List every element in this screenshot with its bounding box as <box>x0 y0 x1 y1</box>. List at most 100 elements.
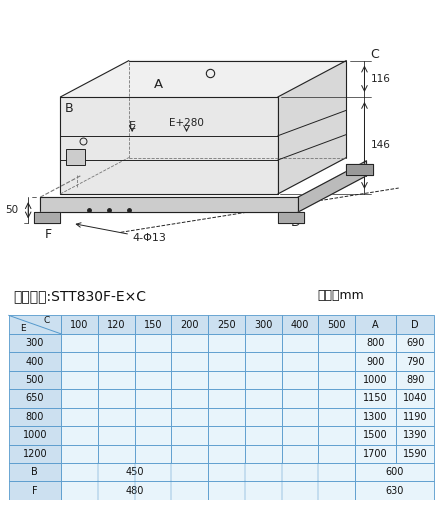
Bar <box>319 334 355 352</box>
Bar <box>208 315 245 334</box>
Bar <box>135 352 171 371</box>
Text: A: A <box>372 320 379 330</box>
Bar <box>245 408 282 426</box>
Text: 200: 200 <box>180 320 199 330</box>
Bar <box>135 389 171 408</box>
Bar <box>208 426 245 444</box>
Bar <box>61 444 98 463</box>
Bar <box>98 334 135 352</box>
Bar <box>355 426 396 444</box>
Bar <box>9 371 61 389</box>
Text: 120: 120 <box>107 320 125 330</box>
Text: E: E <box>20 324 26 333</box>
Text: 1500: 1500 <box>363 430 388 440</box>
Bar <box>208 389 245 408</box>
Text: 150: 150 <box>144 320 162 330</box>
Bar <box>61 334 98 352</box>
Bar <box>98 352 135 371</box>
Bar <box>355 315 396 334</box>
Text: A: A <box>154 78 163 91</box>
Text: 1150: 1150 <box>363 393 388 403</box>
Text: C: C <box>370 48 379 61</box>
Text: 500: 500 <box>26 375 44 385</box>
Bar <box>9 463 61 481</box>
Bar <box>171 334 208 352</box>
Bar <box>355 444 396 463</box>
Bar <box>245 426 282 444</box>
Text: 600: 600 <box>385 467 404 477</box>
Bar <box>135 444 171 463</box>
Bar <box>319 352 355 371</box>
Bar <box>245 315 282 334</box>
Bar <box>66 149 85 165</box>
Text: 800: 800 <box>366 338 385 348</box>
Text: 300: 300 <box>26 338 44 348</box>
Text: D: D <box>291 216 301 229</box>
Bar <box>319 315 355 334</box>
Text: B: B <box>65 102 74 115</box>
Bar <box>396 426 434 444</box>
Bar <box>208 463 355 481</box>
Text: 890: 890 <box>406 375 424 385</box>
Text: 1390: 1390 <box>403 430 427 440</box>
Text: C: C <box>44 317 50 325</box>
Bar <box>355 481 434 500</box>
Text: D: D <box>411 320 419 330</box>
Text: 690: 690 <box>406 338 424 348</box>
Bar <box>396 371 434 389</box>
Bar <box>98 444 135 463</box>
Bar <box>282 444 319 463</box>
Bar <box>245 371 282 389</box>
Bar <box>282 334 319 352</box>
Bar <box>396 408 434 426</box>
Bar <box>9 352 61 371</box>
Bar <box>355 371 396 389</box>
Polygon shape <box>34 212 60 223</box>
Bar <box>319 444 355 463</box>
Polygon shape <box>298 161 366 212</box>
Bar <box>282 408 319 426</box>
Bar <box>245 352 282 371</box>
Text: 800: 800 <box>26 412 44 422</box>
Bar <box>355 389 396 408</box>
Polygon shape <box>278 61 346 194</box>
Polygon shape <box>278 212 304 223</box>
Bar <box>171 426 208 444</box>
Bar <box>208 371 245 389</box>
Bar <box>396 444 434 463</box>
Text: 900: 900 <box>366 357 385 367</box>
Bar <box>396 389 434 408</box>
Text: 450: 450 <box>125 467 144 477</box>
Bar <box>245 389 282 408</box>
Bar <box>61 426 98 444</box>
Bar <box>396 352 434 371</box>
Bar <box>98 426 135 444</box>
Bar <box>208 481 355 500</box>
Text: 300: 300 <box>254 320 272 330</box>
Bar <box>245 334 282 352</box>
Bar <box>135 334 171 352</box>
Bar <box>9 389 61 408</box>
Text: 1700: 1700 <box>363 449 388 459</box>
Bar <box>61 481 208 500</box>
Bar <box>9 426 61 444</box>
Bar <box>135 408 171 426</box>
Text: 单位：mm: 单位：mm <box>317 289 364 302</box>
Bar <box>208 408 245 426</box>
Bar <box>319 389 355 408</box>
Bar <box>135 371 171 389</box>
Bar <box>319 371 355 389</box>
Bar <box>61 389 98 408</box>
Text: 50: 50 <box>5 205 18 215</box>
Polygon shape <box>346 164 373 175</box>
Text: 630: 630 <box>385 486 404 496</box>
Bar <box>171 444 208 463</box>
Text: 650: 650 <box>26 393 44 403</box>
Text: 400: 400 <box>291 320 309 330</box>
Bar <box>171 352 208 371</box>
Bar <box>208 444 245 463</box>
Bar <box>355 408 396 426</box>
Bar <box>135 426 171 444</box>
Bar <box>282 426 319 444</box>
Bar <box>171 389 208 408</box>
